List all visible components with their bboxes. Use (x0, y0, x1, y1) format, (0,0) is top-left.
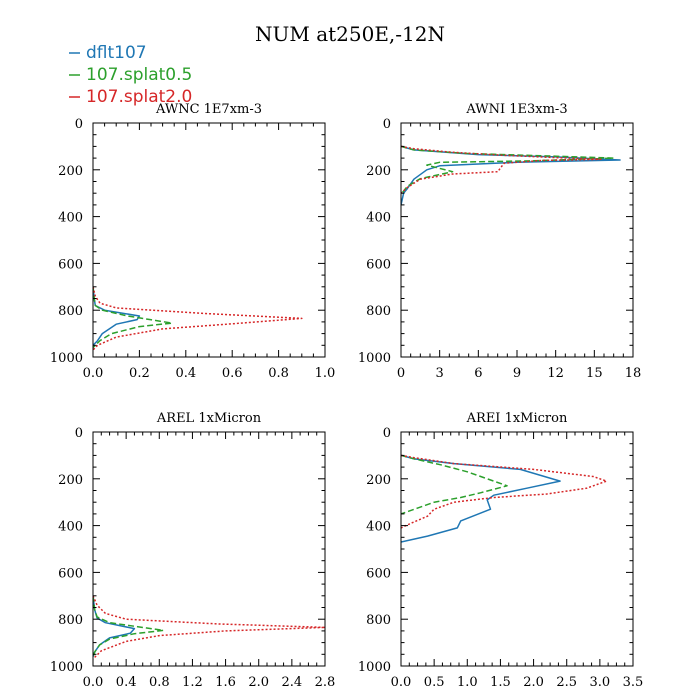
series-line-107.splat2.0 (401, 454, 608, 529)
panel-title: AREL 1xMicron (156, 411, 262, 426)
x-tick-label: 2.8 (315, 675, 336, 690)
y-tick-label: 1000 (358, 660, 391, 675)
y-tick-label: 400 (366, 520, 391, 535)
y-tick-label: 0 (75, 117, 83, 132)
series-line-107.splat2.0 (93, 286, 303, 351)
y-tick-label: 1000 (50, 351, 83, 366)
series-line-107.splat2.0 (401, 145, 602, 194)
y-tick-label: 600 (58, 566, 83, 581)
y-tick-label: 800 (58, 613, 83, 628)
x-tick-label: 6 (474, 366, 482, 381)
x-tick-label: 0.6 (222, 366, 243, 381)
series-line-107.splat0.5 (93, 286, 173, 349)
x-tick-label: 12 (547, 366, 564, 381)
y-tick-label: 200 (366, 164, 391, 179)
x-tick-label: 0 (397, 366, 405, 381)
y-tick-label: 600 (58, 257, 83, 272)
y-tick-label: 200 (58, 473, 83, 488)
legend-item: 107.splat0.5 (69, 65, 192, 85)
legend-item: dflt107 (69, 43, 147, 63)
panels: AWNC 1E7xm-30.0 0.2 0.4 0.6 0.8 1.00200400600… (50, 102, 643, 690)
series-line-dflt107 (93, 595, 136, 657)
x-tick-label: 2.5 (556, 675, 577, 690)
y-tick-label: 800 (366, 613, 391, 628)
y-tick-label: 0 (75, 426, 83, 441)
y-tick-label: 400 (58, 211, 83, 226)
x-tick-label: 15 (586, 366, 603, 381)
y-tick-label: 0 (383, 426, 391, 441)
x-tick-label: 0.0 (83, 675, 104, 690)
x-tick-label: 2.4 (282, 675, 303, 690)
plot-frame (400, 431, 634, 667)
plot-frame (92, 431, 326, 667)
x-tick-label: 0.2 (129, 366, 150, 381)
panel-title: AWNC 1E7xm-3 (155, 102, 262, 117)
y-tick-label: 0 (383, 117, 391, 132)
y-tick-label: 1000 (50, 660, 83, 675)
legend-label: 107.splat0.5 (86, 65, 192, 85)
series-line-107.splat0.5 (401, 454, 508, 515)
y-tick-label: 200 (58, 164, 83, 179)
x-tick-label: 3.0 (590, 675, 611, 690)
panel-title: AWNI 1E3xm-3 (465, 102, 567, 117)
y-tick-label: 600 (366, 257, 391, 272)
x-tick-label: 0.5 (424, 675, 445, 690)
y-tick-label: 400 (58, 520, 83, 535)
series-line-107.splat0.5 (93, 595, 165, 659)
x-tick-label: 1.6 (215, 675, 236, 690)
y-tick-label: 600 (366, 566, 391, 581)
panel-1: AWNC 1E7xm-3 0.0 0.2 0.4 0.6 0.8 1.0 0 200 400 600… (50, 102, 335, 381)
legend-label: dflt107 (86, 43, 147, 63)
legend-item: 107.splat2.0 (69, 87, 192, 107)
y-tick-label: 800 (58, 304, 83, 319)
x-tick-label: 0.4 (116, 675, 137, 690)
legend-label: 107.splat2.0 (86, 87, 192, 107)
series-line-107.splat0.5 (401, 145, 615, 195)
y-tick-label: 1000 (358, 351, 391, 366)
x-tick-label: 3 (436, 366, 444, 381)
x-tick-label: 1.5 (490, 675, 511, 690)
panel-2: AWNI 1E3xm-3 0 3 6 9 12 15 18 0 200 400 600 800 1000 (358, 102, 641, 381)
x-tick-label: 9 (513, 366, 521, 381)
x-tick-label: 2.0 (248, 675, 269, 690)
panel-4: AREI 1xMicron 0.0 0.5 1.0 1.5 2.0 2.5 3.0 3.5 0 20… (358, 411, 643, 690)
panel-3: AREL 1xMicron 0.0 0.4 0.8 1.2 1.6 2.0 2.4 2.8 0 20… (50, 411, 335, 690)
x-tick-label: 18 (625, 366, 642, 381)
y-tick-label: 200 (366, 473, 391, 488)
figure-title: NUM at250E,-12N (255, 22, 445, 46)
x-tick-label: 0.0 (83, 366, 104, 381)
x-tick-label: 0.8 (149, 675, 170, 690)
panel-title: AREI 1xMicron (466, 411, 568, 426)
x-tick-label: 1.0 (457, 675, 478, 690)
x-tick-label: 2.0 (523, 675, 544, 690)
x-tick-label: 1.0 (315, 366, 336, 381)
y-tick-label: 800 (366, 304, 391, 319)
y-tick-label: 400 (366, 211, 391, 226)
series-line-dflt107 (401, 454, 561, 543)
x-tick-label: 0.8 (268, 366, 289, 381)
x-tick-label: 3.5 (623, 675, 644, 690)
x-tick-label: 1.2 (182, 675, 203, 690)
x-tick-label: 0.4 (175, 366, 196, 381)
x-tick-label: 0.0 (391, 675, 412, 690)
